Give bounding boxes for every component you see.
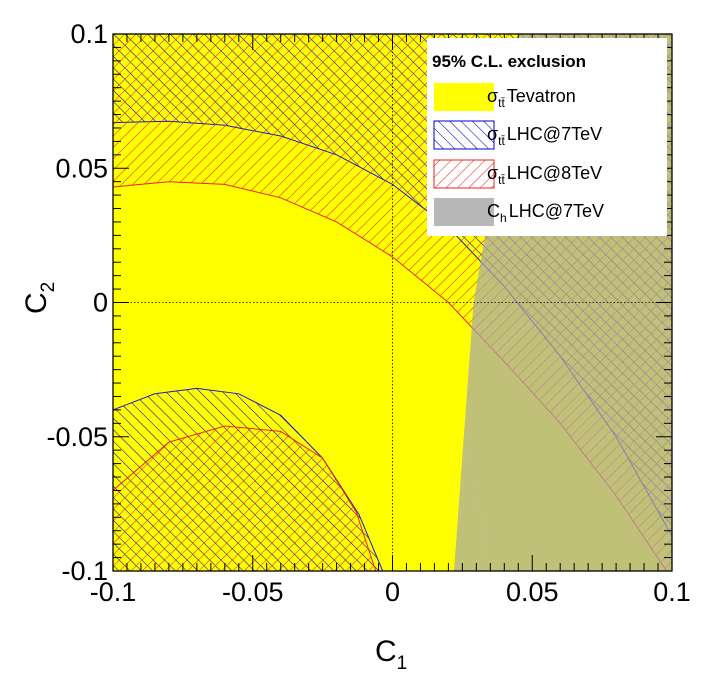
y-tick-label: 0.05 [55,153,108,183]
x-tick-label: 0 [385,577,400,607]
legend-title: 95% C.L. exclusion [432,52,586,71]
x-tick-label: 0.1 [653,577,691,607]
legend: 95% C.L. exclusion σtt̄ Tevatron σtt̄ LHC@… [427,38,667,236]
y-tick-label: -0.1 [61,556,108,586]
legend-label-ch: Ch LHC@7TeV [487,201,604,225]
legend-swatch-lhc7 [433,120,495,150]
legend-label-lhc7: σtt̄ LHC@7TeV [487,124,602,148]
x-tick-labels: -0.1 -0.05 0 0.05 0.1 [90,577,691,607]
y-tick-label: 0.1 [70,19,108,49]
y-tick-labels: -0.1 -0.05 0 0.05 0.1 [46,19,108,586]
legend-label-lhc8: σtt̄ LHC@8TeV [487,163,602,187]
y-axis-title: C2 [20,282,59,314]
crosshair-lines [113,34,672,571]
y-tick-label: -0.05 [46,422,108,452]
x-tick-label: 0.05 [506,577,559,607]
legend-swatch-lhc8 [433,159,495,189]
legend-swatch-ch [434,198,494,226]
x-axis-title: C1 [375,635,407,674]
x-tick-label: -0.1 [90,577,137,607]
x-tick-label: -0.05 [222,577,284,607]
legend-swatch-tevatron [434,83,494,111]
legend-label-tevatron: σtt̄ Tevatron [487,86,576,110]
y-tick-label: 0 [93,288,108,318]
lhc8-lower-exclusion [113,425,377,571]
plot-frame [112,33,673,572]
